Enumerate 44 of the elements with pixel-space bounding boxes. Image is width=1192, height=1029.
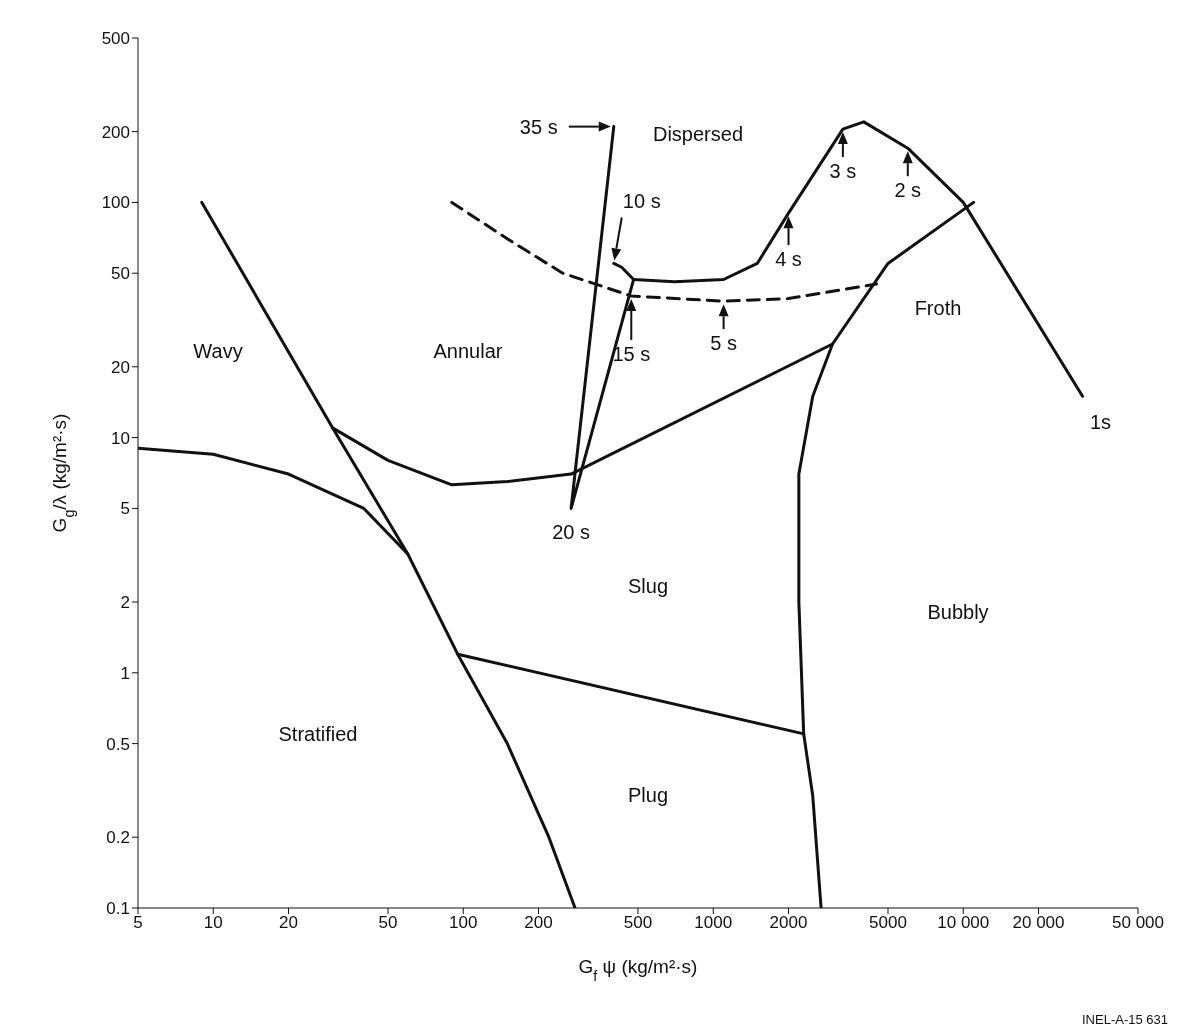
x-tick-label: 20 — [279, 913, 298, 933]
y-tick-label: 1 — [120, 663, 130, 683]
y-tick-label: 2 — [120, 593, 130, 613]
y-tick-label: 50 — [111, 264, 130, 284]
annotation: Annular — [433, 339, 503, 363]
y-tick-label: 0.2 — [106, 828, 130, 848]
annotation: Stratified — [278, 722, 358, 746]
annotation: 2 s — [894, 179, 922, 202]
x-axis-title: G$_{f}$ ψ (kg/m²·s) — [578, 956, 698, 984]
annotation: 20 s — [552, 521, 590, 544]
y-tick-label: 0.1 — [106, 899, 130, 919]
y-tick-label: 0.5 — [106, 734, 130, 754]
annotation: 3 s — [829, 160, 857, 183]
x-tick-label: 1000 — [694, 913, 733, 933]
annotation: Plug — [627, 783, 669, 807]
text: INEL-A-15 631 — [1082, 1012, 1168, 1027]
x-tick-label: 20 000 — [1012, 913, 1065, 933]
annotation: Slug — [627, 574, 669, 598]
y-tick-label: 500 — [101, 29, 130, 49]
y-tick-label: 10 — [111, 428, 130, 448]
x-tick-label: 2000 — [769, 913, 808, 933]
annotation: Wavy — [193, 339, 243, 363]
x-tick-label: 10 000 — [937, 913, 990, 933]
annotation: 35 s — [519, 115, 558, 138]
x-tick-label: 5 — [133, 913, 143, 933]
x-tick-label: 10 — [203, 913, 223, 933]
x-tick-label: 200 — [524, 913, 553, 933]
annotation: Froth — [914, 296, 962, 320]
x-tick-label: 100 — [449, 913, 478, 933]
y-tick-label: 20 — [111, 357, 130, 377]
x-tick-label: 500 — [623, 913, 653, 933]
y-tick-label: 100 — [101, 193, 130, 213]
annotation: 10 s — [622, 190, 661, 213]
annotation: 1s — [1089, 411, 1112, 434]
x-tick-label: 50 — [378, 913, 398, 933]
annotation: 4 s — [775, 248, 802, 271]
annotation: Bubbly — [927, 600, 989, 624]
y-tick-label: 200 — [101, 122, 130, 142]
annotation: 5 s — [710, 332, 737, 355]
y-tick-label: 5 — [120, 499, 130, 519]
x-tick-label: 50 000 — [1112, 913, 1164, 933]
annotation: 15 s — [612, 342, 651, 365]
x-tick-label: 5000 — [869, 913, 907, 933]
annotation: Dispersed — [652, 122, 744, 146]
